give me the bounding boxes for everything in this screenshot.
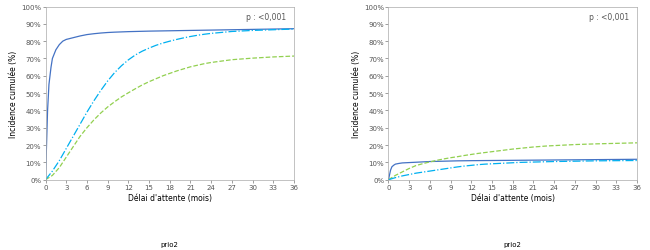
Y-axis label: Incidence cumulée (%): Incidence cumulée (%): [352, 50, 361, 137]
Legend: SU ou dérogation, Sans prio, XPF: SU ou dérogation, Sans prio, XPF: [426, 239, 600, 250]
Text: p : <0,001: p : <0,001: [590, 13, 630, 22]
Legend: SU ou dérogation, Sans prio, XPF: SU ou dérogation, Sans prio, XPF: [83, 239, 257, 250]
Y-axis label: Incidence cumulée (%): Incidence cumulée (%): [10, 50, 18, 137]
Text: p : <0,001: p : <0,001: [246, 13, 287, 22]
X-axis label: Délai d'attente (mois): Délai d'attente (mois): [471, 193, 554, 202]
X-axis label: Délai d'attente (mois): Délai d'attente (mois): [128, 193, 212, 202]
